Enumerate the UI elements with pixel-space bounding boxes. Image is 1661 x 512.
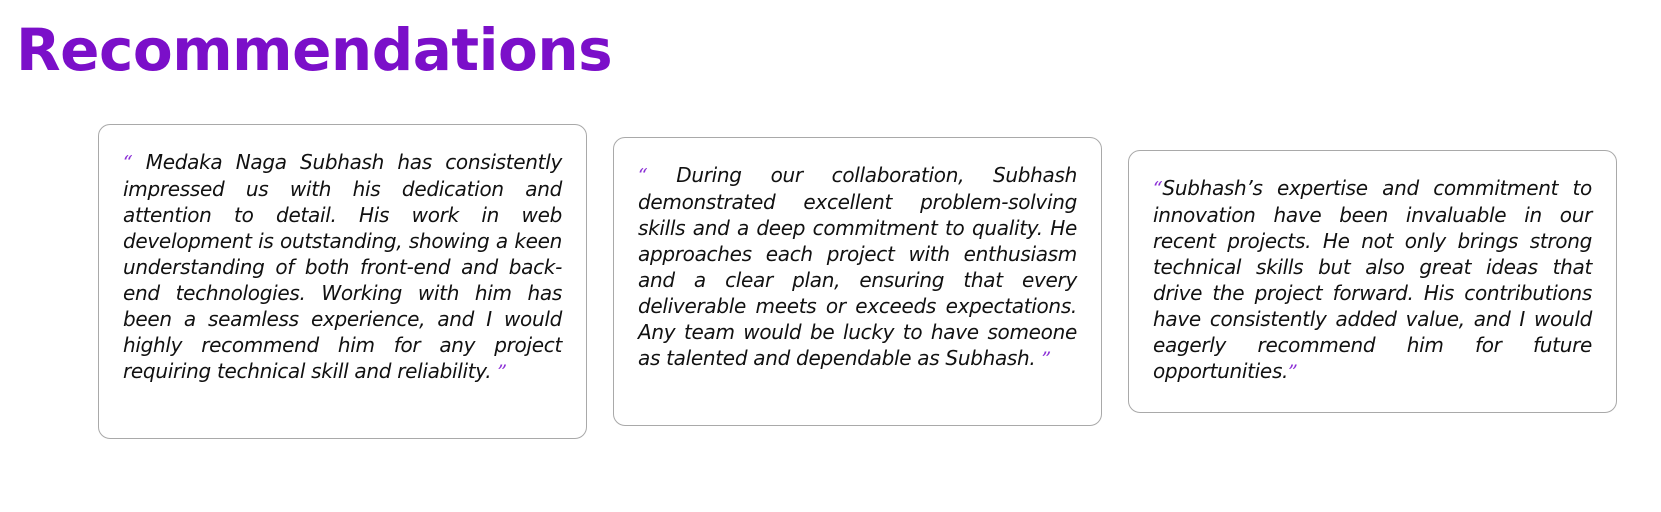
close-quote-icon: ” <box>1041 348 1052 370</box>
recommendation-card: “Subhash’s expertise and commitment to i… <box>1128 150 1617 413</box>
page-title: Recommendations <box>16 16 613 84</box>
recommendation-text: “Subhash’s expertise and commitment to i… <box>1153 175 1592 385</box>
close-quote-icon: ” <box>1288 361 1298 383</box>
open-quote-icon: “ <box>638 165 648 187</box>
recommendation-body: Subhash’s expertise and commitment to in… <box>1153 176 1592 383</box>
recommendation-card: “ Medaka Naga Subhash has consistently i… <box>98 124 587 439</box>
recommendation-text: “ Medaka Naga Subhash has consistently i… <box>123 149 562 385</box>
recommendation-text: “ During our collaboration, Subhash demo… <box>638 162 1077 372</box>
open-quote-icon: “ <box>1153 178 1163 200</box>
recommendation-card: “ During our collaboration, Subhash demo… <box>613 137 1102 426</box>
recommendation-body: During our collaboration, Subhash demons… <box>638 163 1077 370</box>
recommendation-body: Medaka Naga Subhash has consistently imp… <box>123 150 562 383</box>
close-quote-icon: ” <box>497 361 507 383</box>
open-quote-icon: “ <box>123 152 133 174</box>
